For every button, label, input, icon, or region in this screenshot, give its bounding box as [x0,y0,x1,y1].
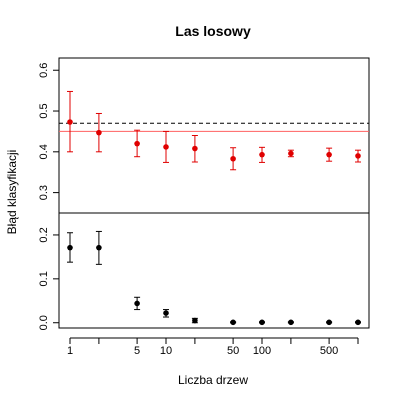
data-point-bottom [163,310,169,316]
x-tick-label: 10 [160,345,172,357]
x-tick-label: 500 [320,345,338,357]
y-tick-label-top: 0.4 [38,144,50,159]
x-tick-label: 100 [253,345,271,357]
x-tick-label: 1 [67,345,73,357]
data-point-top [134,140,140,147]
data-point-bottom [355,319,361,326]
data-point-top [355,153,361,159]
data-point-bottom [259,319,265,326]
x-tick-label: 5 [134,345,140,357]
data-point-bottom [96,244,102,251]
plot-frame [58,57,370,329]
data-point-top [259,151,265,158]
data-point-top [230,155,236,162]
data-point-top [96,129,102,136]
x-tick-label: 50 [227,345,239,357]
chart-marks: 0.3 0.4 0.5 0.6 0.0 0.1 0.2 1 5 10 50 100 500 [38,63,369,357]
y-tick-label-top: 0.3 [38,185,50,200]
data-point-bottom [192,317,198,324]
data-point-top [288,150,294,157]
chart-title: Las losowy [175,23,251,39]
y-tick-label-bottom: 0.2 [38,227,50,242]
data-point-top [326,151,332,158]
data-point-bottom [67,244,73,251]
y-tick-label-top: 0.6 [38,63,50,78]
x-axis-title: Liczba drzew [178,373,248,387]
data-point-bottom [326,319,332,326]
data-point-top [67,119,73,125]
data-point-bottom [134,300,140,307]
data-point-top [163,144,169,150]
data-point-bottom [288,319,294,326]
y-tick-label-bottom: 0.0 [38,315,50,330]
data-point-top [192,145,198,152]
y-tick-label-bottom: 0.1 [38,271,50,286]
data-point-bottom [230,319,236,326]
y-axis-title: Błąd klasyfikacji [5,150,19,235]
y-tick-label-top: 0.5 [38,103,50,118]
